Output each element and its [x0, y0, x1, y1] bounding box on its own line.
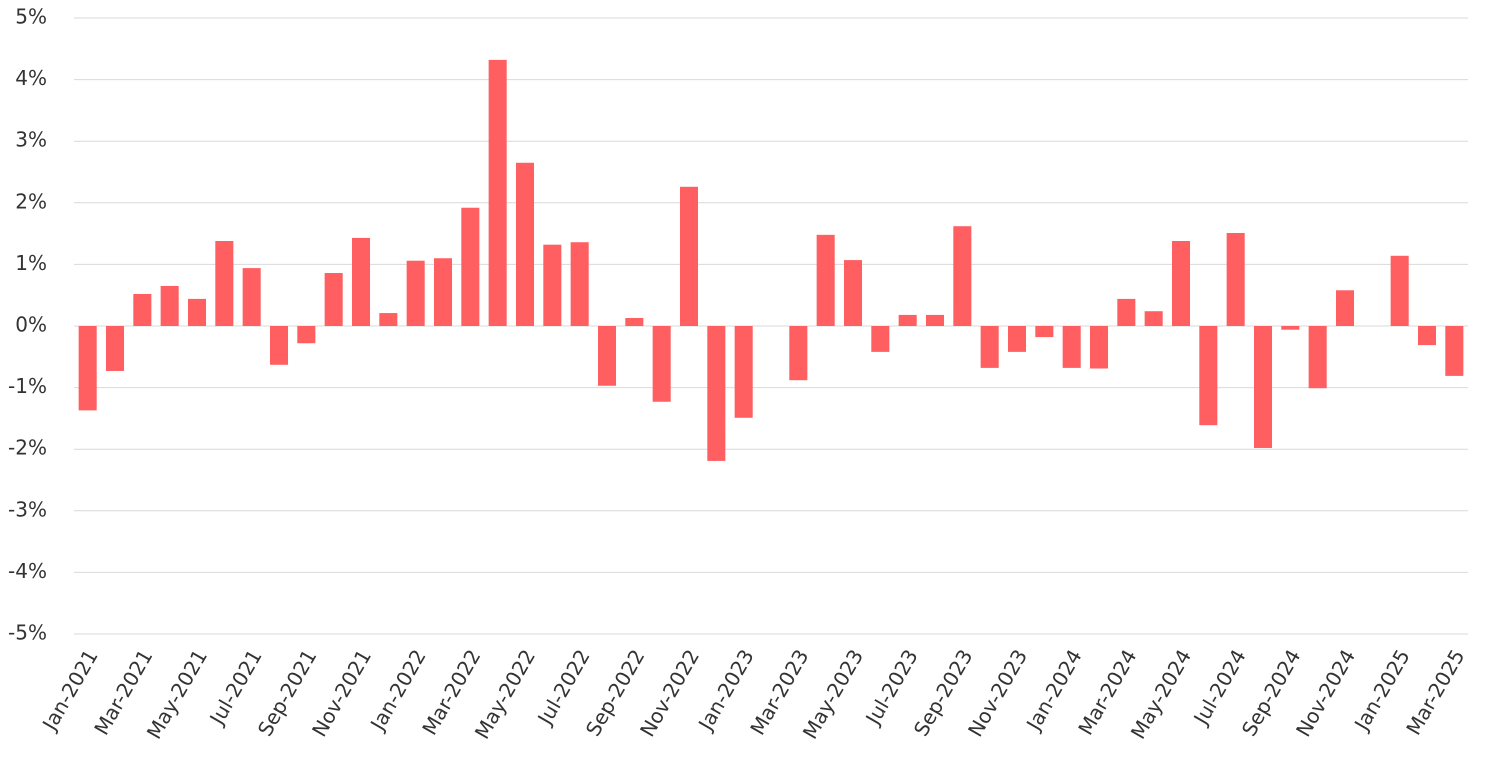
bar: [269, 326, 289, 365]
y-tick-label: -2%: [8, 436, 47, 460]
x-tick-label: Jul-2024: [1188, 645, 1251, 730]
bar: [816, 234, 835, 326]
y-tick-label: 0%: [15, 313, 47, 337]
bar: [433, 258, 453, 326]
bar: [1335, 290, 1355, 326]
x-tick-label: Jul-2022: [532, 645, 595, 730]
y-tick-label: -3%: [8, 497, 47, 521]
bar: [1253, 326, 1273, 448]
bar: [488, 59, 507, 326]
bar: [78, 326, 97, 411]
bar: [652, 326, 671, 402]
bar: [1035, 326, 1054, 338]
y-tick-label: -4%: [8, 559, 47, 583]
bar: [1281, 326, 1300, 330]
bar: [898, 314, 917, 326]
y-tick-label: -1%: [8, 374, 47, 398]
bar: [707, 326, 726, 461]
bar: [242, 268, 261, 326]
bar: [570, 242, 589, 326]
bar: [406, 260, 425, 326]
x-tick-label: Jul-2023: [860, 645, 923, 730]
bar: [1390, 255, 1409, 326]
bar: [1144, 311, 1163, 326]
bar: [789, 326, 808, 381]
bar: [1062, 326, 1081, 368]
bar: [1089, 326, 1109, 369]
bar: [515, 162, 535, 326]
bar: [1117, 298, 1136, 326]
bar: [105, 326, 125, 371]
y-tick-label: -5%: [8, 621, 47, 645]
bar: [1199, 326, 1218, 426]
bar: [597, 326, 617, 386]
bar: [543, 244, 562, 326]
bar: [461, 207, 480, 326]
y-tick-label: 1%: [15, 251, 47, 275]
bar: [843, 260, 863, 326]
y-tick-label: 5%: [15, 5, 47, 29]
bar: [160, 285, 179, 326]
bar: [215, 240, 234, 326]
bar: [324, 273, 343, 326]
bar: [925, 314, 945, 326]
bar: [1417, 326, 1437, 346]
bar: [133, 293, 152, 326]
bar: [1445, 326, 1464, 376]
bar: [953, 226, 972, 326]
bar: [297, 326, 316, 344]
bar: [1007, 326, 1027, 352]
bar: [734, 326, 753, 418]
bar: [679, 186, 699, 326]
bar: [980, 326, 999, 368]
bar: [625, 317, 644, 326]
bar: [871, 326, 890, 352]
bar: [1308, 326, 1327, 389]
bar: [351, 237, 371, 326]
y-tick-label: 3%: [15, 128, 47, 152]
bar: [379, 313, 398, 326]
bar: [187, 298, 207, 326]
bar: [1226, 232, 1245, 326]
x-tick-label: Jul-2021: [204, 645, 267, 730]
bar: [1171, 240, 1191, 326]
y-tick-label: 2%: [15, 189, 47, 213]
y-tick-label: 4%: [15, 66, 47, 90]
